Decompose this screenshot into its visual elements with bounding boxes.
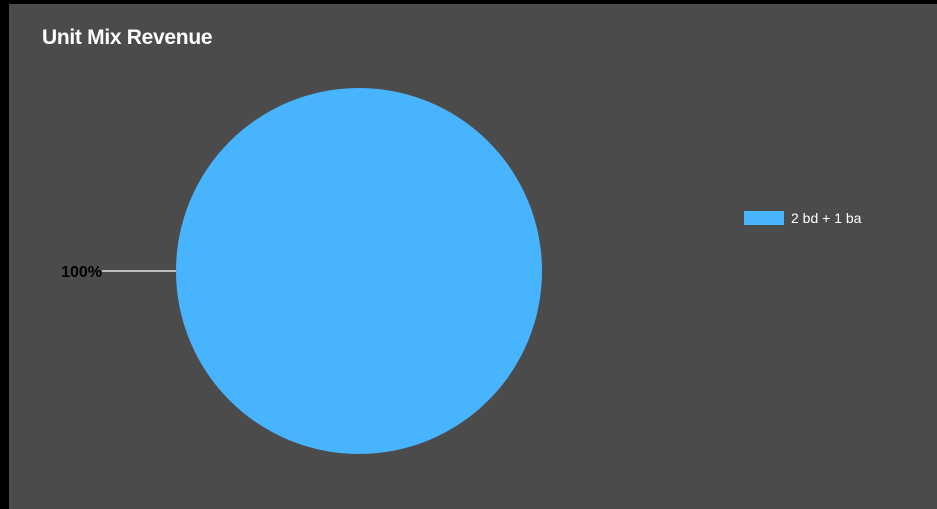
chart-legend: 2 bd + 1 ba xyxy=(744,210,862,226)
pie-chart: 100% 2 bd + 1 ba xyxy=(61,88,862,454)
legend-label[interactable]: 2 bd + 1 ba xyxy=(791,210,862,226)
chart-title: Unit Mix Revenue xyxy=(42,26,213,49)
slice-labels: 100% xyxy=(61,264,176,281)
legend-swatch[interactable] xyxy=(744,211,784,225)
pie-slice[interactable] xyxy=(176,88,542,454)
pie-slices xyxy=(176,88,542,454)
slice-percent-label: 100% xyxy=(61,264,102,281)
chart-panel: Unit Mix Revenue 100% 2 bd + 1 ba xyxy=(9,4,937,509)
